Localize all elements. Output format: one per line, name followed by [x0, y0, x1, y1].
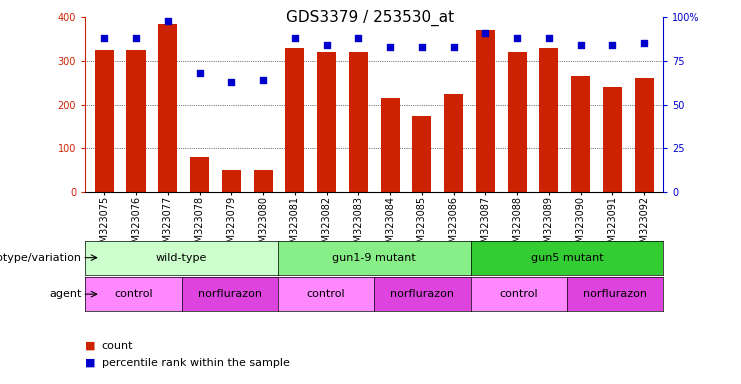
Bar: [634, 78, 654, 192]
Point: [448, 44, 459, 50]
Point: [416, 44, 428, 50]
Text: norflurazon: norflurazon: [583, 289, 647, 299]
Point: [606, 42, 618, 48]
Text: ■: ■: [85, 358, 96, 368]
Text: genotype/variation: genotype/variation: [0, 253, 82, 263]
Bar: [603, 87, 622, 192]
Text: control: control: [499, 289, 538, 299]
Text: GDS3379 / 253530_at: GDS3379 / 253530_at: [287, 10, 454, 26]
Point: [575, 42, 587, 48]
Bar: [159, 24, 177, 192]
Point: [289, 35, 301, 41]
Text: norflurazon: norflurazon: [391, 289, 454, 299]
Bar: [381, 98, 399, 192]
Point: [638, 40, 650, 46]
Point: [479, 30, 491, 36]
Text: count: count: [102, 341, 133, 351]
Bar: [285, 48, 305, 192]
Bar: [253, 170, 273, 192]
Text: gun1-9 mutant: gun1-9 mutant: [332, 253, 416, 263]
Bar: [476, 30, 495, 192]
Point: [543, 35, 555, 41]
Text: control: control: [307, 289, 345, 299]
Point: [130, 35, 142, 41]
Text: percentile rank within the sample: percentile rank within the sample: [102, 358, 290, 368]
Text: ■: ■: [85, 341, 96, 351]
Bar: [444, 94, 463, 192]
Bar: [412, 116, 431, 192]
Bar: [508, 52, 527, 192]
Point: [353, 35, 365, 41]
Point: [193, 70, 205, 76]
Bar: [95, 50, 114, 192]
Text: norflurazon: norflurazon: [198, 289, 262, 299]
Bar: [349, 52, 368, 192]
Text: gun5 mutant: gun5 mutant: [531, 253, 603, 263]
Bar: [190, 157, 209, 192]
Point: [162, 18, 173, 24]
Text: control: control: [114, 289, 153, 299]
Bar: [222, 170, 241, 192]
Point: [384, 44, 396, 50]
Point: [321, 42, 333, 48]
Point: [99, 35, 110, 41]
Bar: [571, 76, 590, 192]
Point: [511, 35, 523, 41]
Point: [257, 77, 269, 83]
Bar: [127, 50, 145, 192]
Point: [225, 79, 237, 85]
Text: wild-type: wild-type: [156, 253, 207, 263]
Bar: [317, 52, 336, 192]
Text: agent: agent: [49, 289, 82, 299]
Bar: [539, 48, 559, 192]
